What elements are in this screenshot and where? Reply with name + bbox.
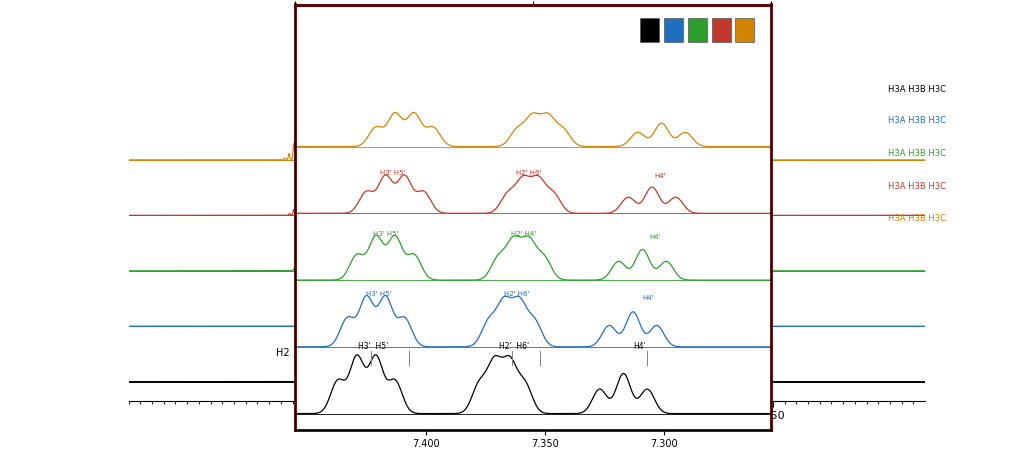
Bar bbox=[688, 18, 706, 42]
Text: H3'  H5': H3' H5' bbox=[359, 342, 389, 351]
Text: H3A H3B H3C: H3A H3B H3C bbox=[888, 182, 946, 191]
Text: H3A H3B H3C: H3A H3B H3C bbox=[888, 116, 946, 125]
Text: H2: H2 bbox=[304, 247, 318, 257]
Text: H2: H2 bbox=[277, 348, 290, 358]
Text: H2' H6': H2' H6' bbox=[516, 171, 541, 176]
Bar bbox=[711, 18, 731, 42]
Text: H3A H3B H3C: H3A H3B H3C bbox=[888, 149, 946, 158]
Text: H2' H6': H2' H6' bbox=[504, 291, 529, 297]
Text: H4': H4' bbox=[655, 173, 666, 180]
Bar bbox=[664, 18, 683, 42]
Bar bbox=[735, 18, 755, 42]
Text: H2'  H6': H2' H6' bbox=[499, 342, 529, 351]
Text: H4': H4' bbox=[633, 342, 647, 351]
Text: H4': H4' bbox=[650, 234, 661, 240]
Text: H3A H3B H3C: H3A H3B H3C bbox=[888, 214, 946, 223]
Text: H3' H5': H3' H5' bbox=[366, 291, 391, 297]
Text: H3A H3B H3C: H3A H3B H3C bbox=[888, 85, 946, 94]
Text: H4': H4' bbox=[642, 295, 654, 301]
Text: H2: H2 bbox=[306, 194, 320, 203]
Text: H3' H5': H3' H5' bbox=[373, 231, 398, 237]
Text: H2: H2 bbox=[309, 136, 323, 146]
Text: H2' H4': H2' H4' bbox=[511, 231, 537, 237]
Text: H2: H2 bbox=[299, 298, 314, 309]
Text: H3' H5': H3' H5' bbox=[380, 171, 405, 176]
Bar bbox=[640, 18, 659, 42]
